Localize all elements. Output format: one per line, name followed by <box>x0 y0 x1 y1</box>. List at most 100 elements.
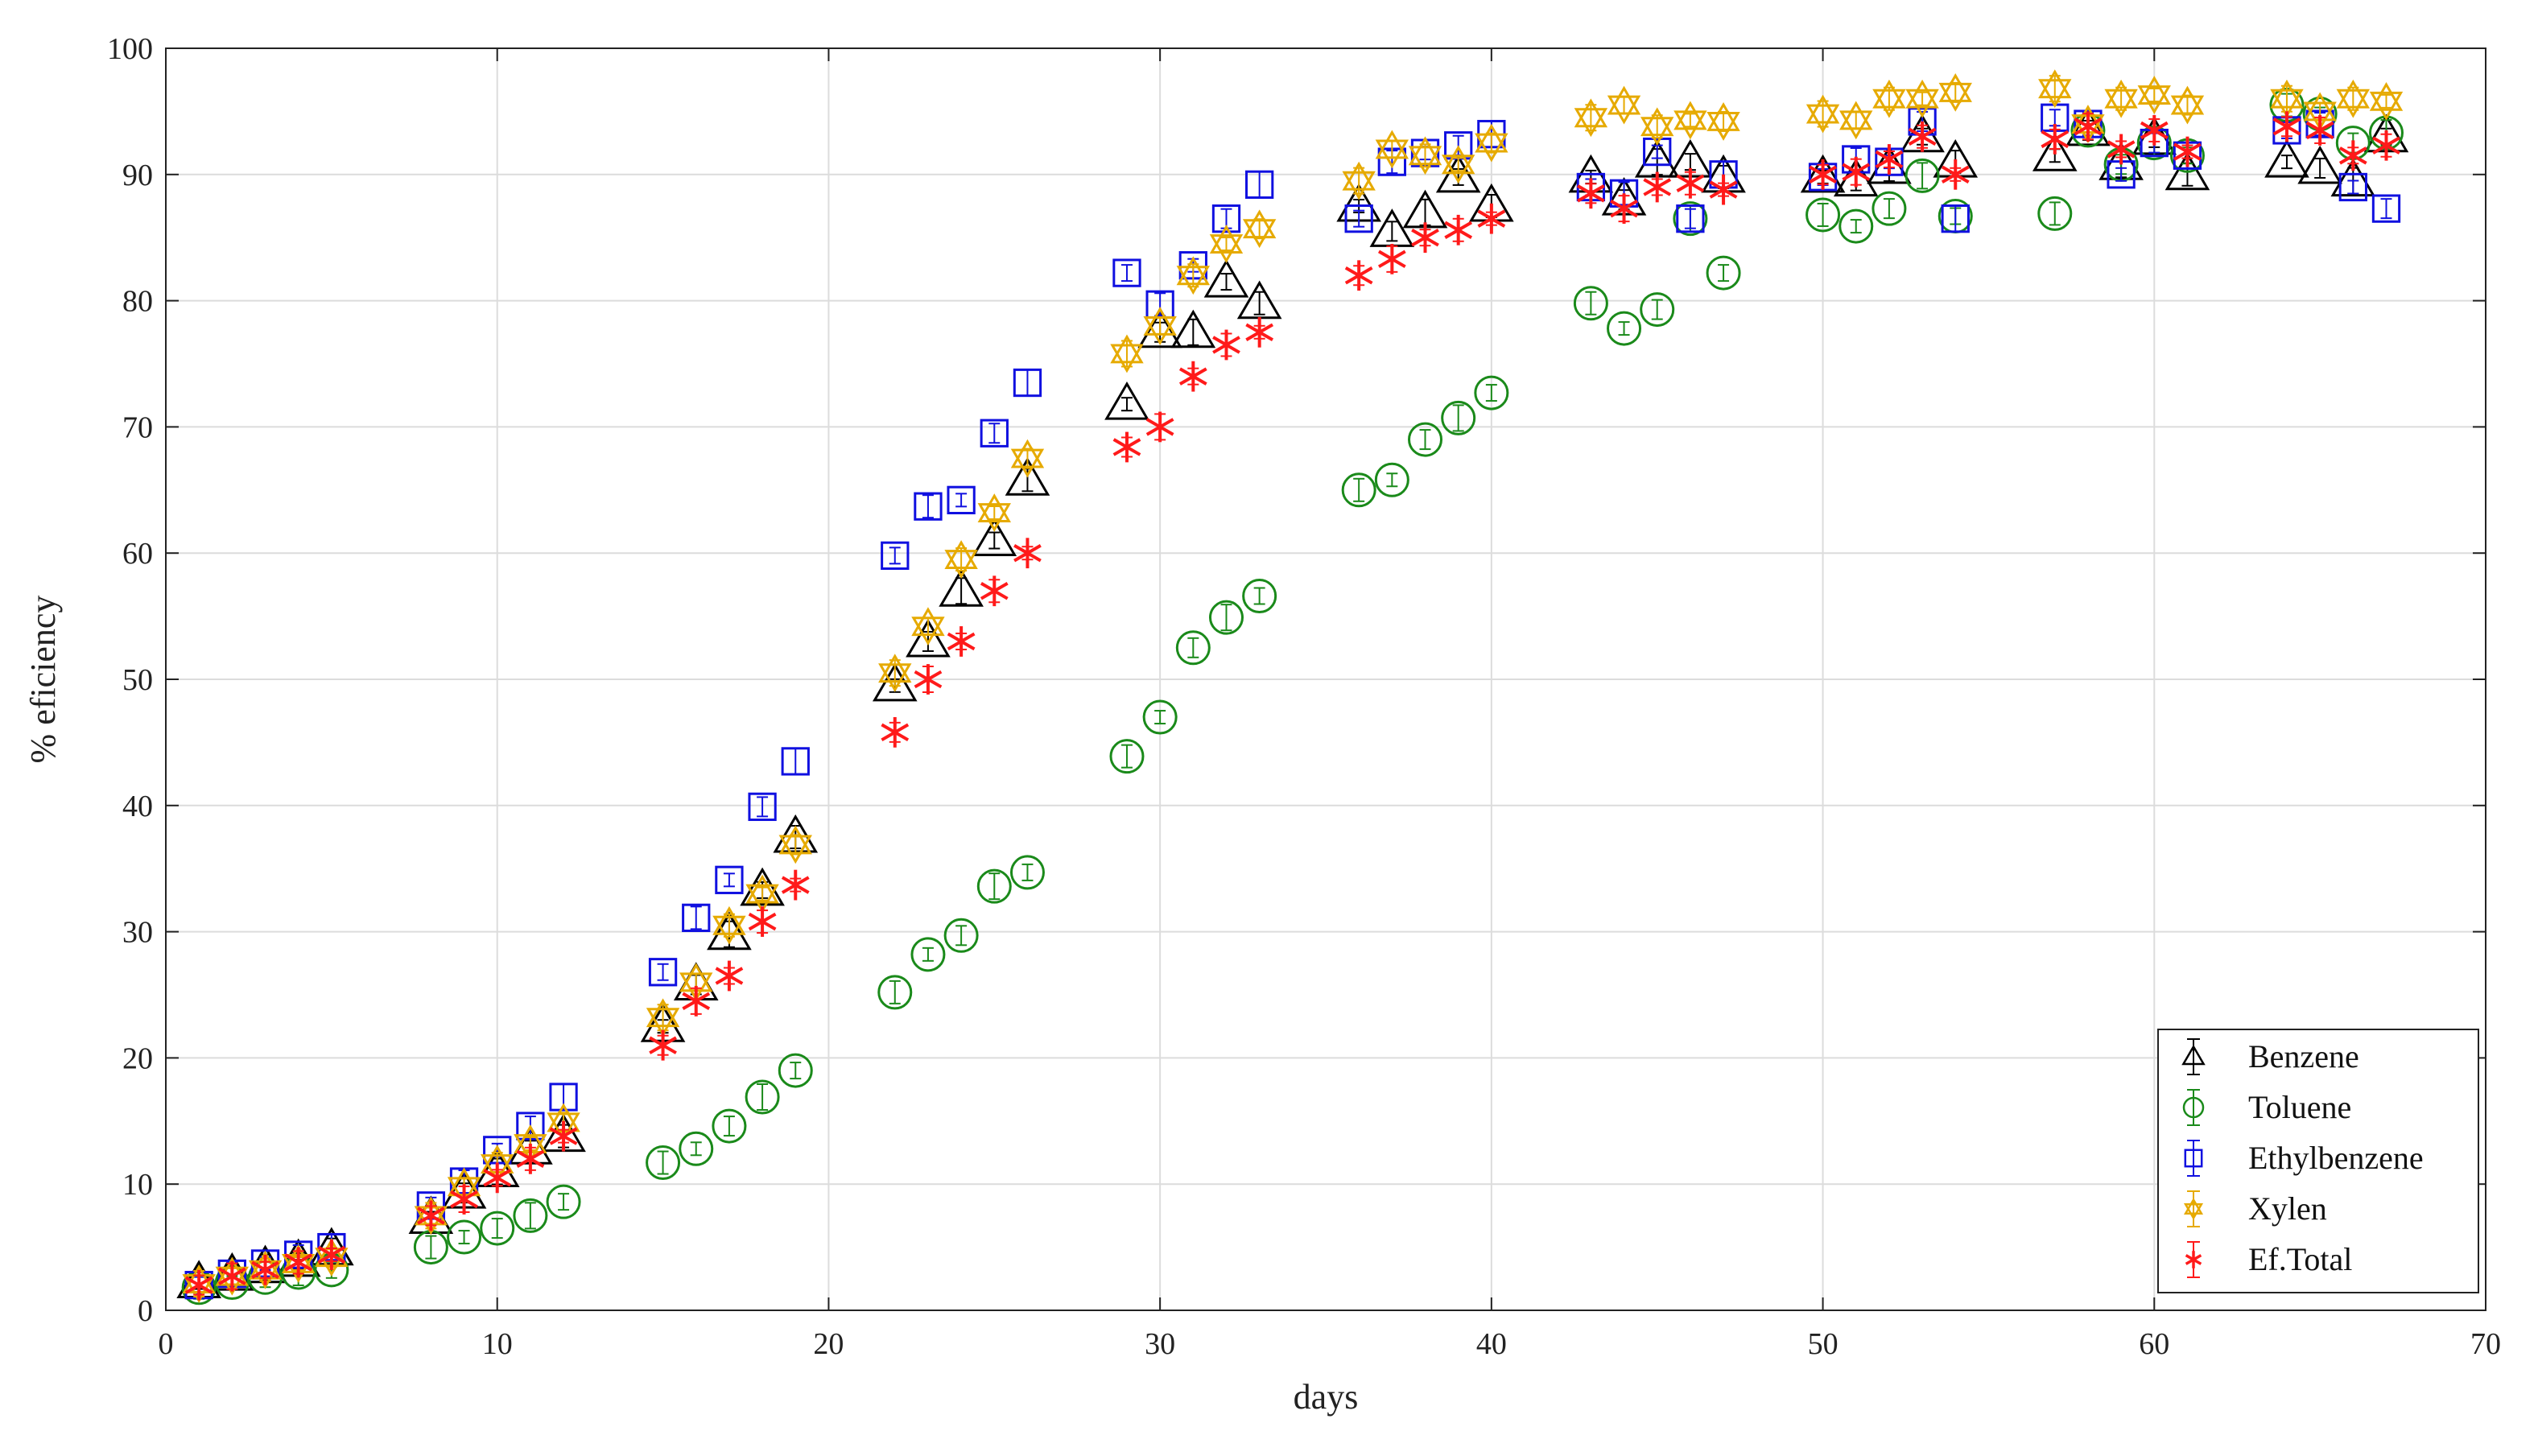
data-point <box>1375 130 1409 169</box>
data-point <box>450 1184 478 1215</box>
data-point <box>480 1211 515 1246</box>
data-point <box>1342 161 1376 200</box>
data-point <box>1573 286 1608 321</box>
data-point <box>646 1145 681 1181</box>
data-point <box>1203 258 1249 298</box>
data-point <box>2270 79 2304 118</box>
data-point <box>1441 145 1475 184</box>
data-point <box>1170 309 1216 349</box>
data-point <box>1178 361 1207 392</box>
data-point <box>2371 194 2401 223</box>
data-point <box>549 1120 578 1152</box>
data-point <box>513 1198 548 1233</box>
data-point <box>877 975 913 1010</box>
data-point <box>417 1200 445 1231</box>
data-point <box>1242 209 1277 249</box>
data-point <box>748 792 777 822</box>
data-point <box>1938 72 1972 112</box>
y-tick-label: 100 <box>107 32 153 66</box>
data-point <box>1013 368 1042 398</box>
data-point <box>1142 699 1178 735</box>
data-point <box>2170 85 2205 125</box>
data-point <box>2264 138 2309 178</box>
data-point <box>1872 191 1907 226</box>
x-axis-label: days <box>1294 1377 1359 1417</box>
data-point <box>1341 472 1376 508</box>
data-point <box>1577 178 1605 209</box>
axis-ticks: 0 10 20 30 40 50 60 70 0 10 20 30 40 50 60 70 80 90 100 <box>107 32 2501 1361</box>
data-point <box>317 1239 346 1270</box>
x-tick-label: 30 <box>1145 1327 1175 1361</box>
data-point <box>1009 855 1045 890</box>
data-point <box>682 903 711 933</box>
y-tick-label: 20 <box>122 1041 153 1075</box>
data-point <box>1706 255 1741 291</box>
data-point <box>2272 111 2301 142</box>
data-point <box>1574 98 1608 138</box>
data-point <box>1673 101 1707 140</box>
x-tick-label: 70 <box>2470 1327 2501 1361</box>
data-point <box>1408 422 1443 457</box>
legend-item: Toluene <box>2182 1089 2351 1126</box>
data-point <box>1245 170 1274 199</box>
data-point <box>712 1108 747 1144</box>
data-point <box>748 906 777 937</box>
data-point <box>1209 225 1244 263</box>
legend-item: Xylen <box>2183 1190 2327 1227</box>
data-point <box>2107 134 2136 165</box>
data-point <box>646 998 680 1037</box>
data-point <box>1408 136 1442 175</box>
data-point <box>649 1029 677 1061</box>
data-point <box>2297 145 2342 184</box>
data-point <box>1643 171 1672 203</box>
data-point <box>1175 630 1211 666</box>
gridlines <box>166 48 2486 1310</box>
y-tick-label: 80 <box>122 285 153 319</box>
data-point <box>516 1143 545 1174</box>
series-ef-total <box>184 111 2400 1301</box>
data-point <box>1839 101 1873 140</box>
data-point <box>911 607 945 646</box>
data-point <box>1176 256 1211 295</box>
data-point <box>977 493 1011 532</box>
data-point <box>1104 381 1149 420</box>
data-point <box>715 960 744 992</box>
data-point <box>712 905 746 945</box>
y-tick-label: 90 <box>122 159 153 192</box>
data-point <box>1640 107 1674 146</box>
data-point <box>972 518 1017 557</box>
data-point <box>217 1260 246 1292</box>
data-point <box>1908 121 1937 152</box>
data-point <box>1709 174 1738 205</box>
data-point <box>1013 538 1042 569</box>
x-tick-label: 50 <box>1808 1327 1839 1361</box>
data-point <box>1112 431 1141 463</box>
data-point <box>1112 258 1141 287</box>
legend-label: Ethylbenzene <box>2248 1140 2424 1176</box>
data-point <box>1805 197 1841 233</box>
data-point <box>881 716 910 748</box>
data-point <box>1875 144 1904 175</box>
data-point <box>1010 439 1045 478</box>
legend-item: Ef.Total <box>2185 1241 2352 1278</box>
data-point <box>679 1131 714 1166</box>
data-point <box>947 626 976 657</box>
data-point <box>781 869 810 901</box>
data-point <box>284 1247 313 1278</box>
data-point <box>447 1219 482 1255</box>
data-point <box>2140 115 2169 146</box>
data-point <box>1477 203 1506 234</box>
data-point <box>2338 140 2367 171</box>
data-point <box>715 865 744 894</box>
data-point <box>1905 158 1940 193</box>
data-point <box>2037 196 2073 231</box>
y-tick-label: 30 <box>122 916 153 950</box>
data-point <box>944 540 978 579</box>
data-point <box>1374 462 1409 497</box>
y-tick-label: 60 <box>122 537 153 571</box>
data-point <box>1344 260 1373 291</box>
data-point <box>910 937 946 972</box>
data-point <box>2305 115 2334 146</box>
data-point <box>483 1162 512 1194</box>
data-point <box>943 918 979 953</box>
